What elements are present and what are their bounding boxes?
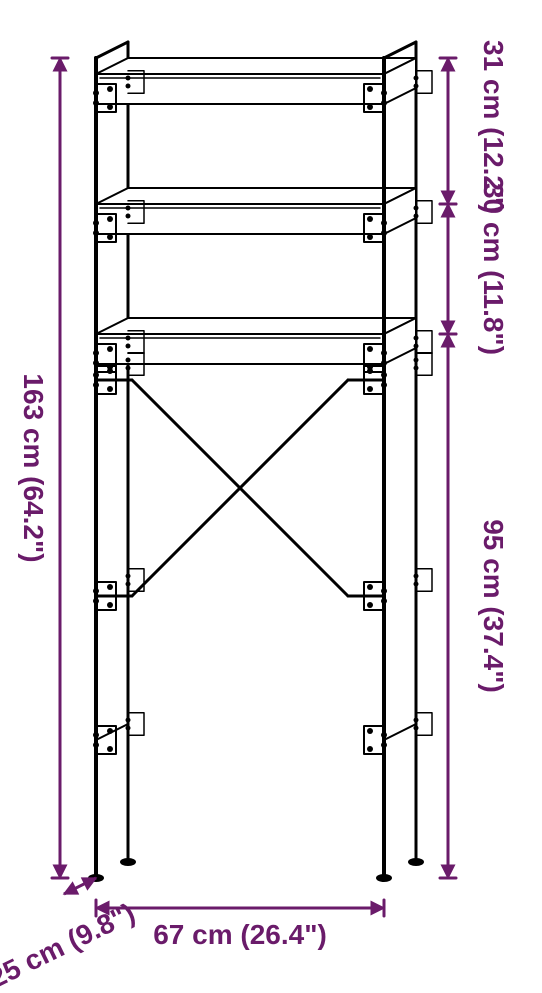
dimension-label: 30 cm (11.8") <box>478 183 509 355</box>
dimension-label: 95 cm (37.4") <box>478 519 509 693</box>
dimension-label: 25 cm (9.8") <box>0 897 140 993</box>
shelving-unit <box>88 42 432 882</box>
dimension-label: 163 cm (64.2") <box>18 373 49 562</box>
dimension-lines: 163 cm (64.2")31 cm (12.2")30 cm (11.8")… <box>0 40 509 993</box>
dimension-label: 67 cm (26.4") <box>153 919 327 950</box>
